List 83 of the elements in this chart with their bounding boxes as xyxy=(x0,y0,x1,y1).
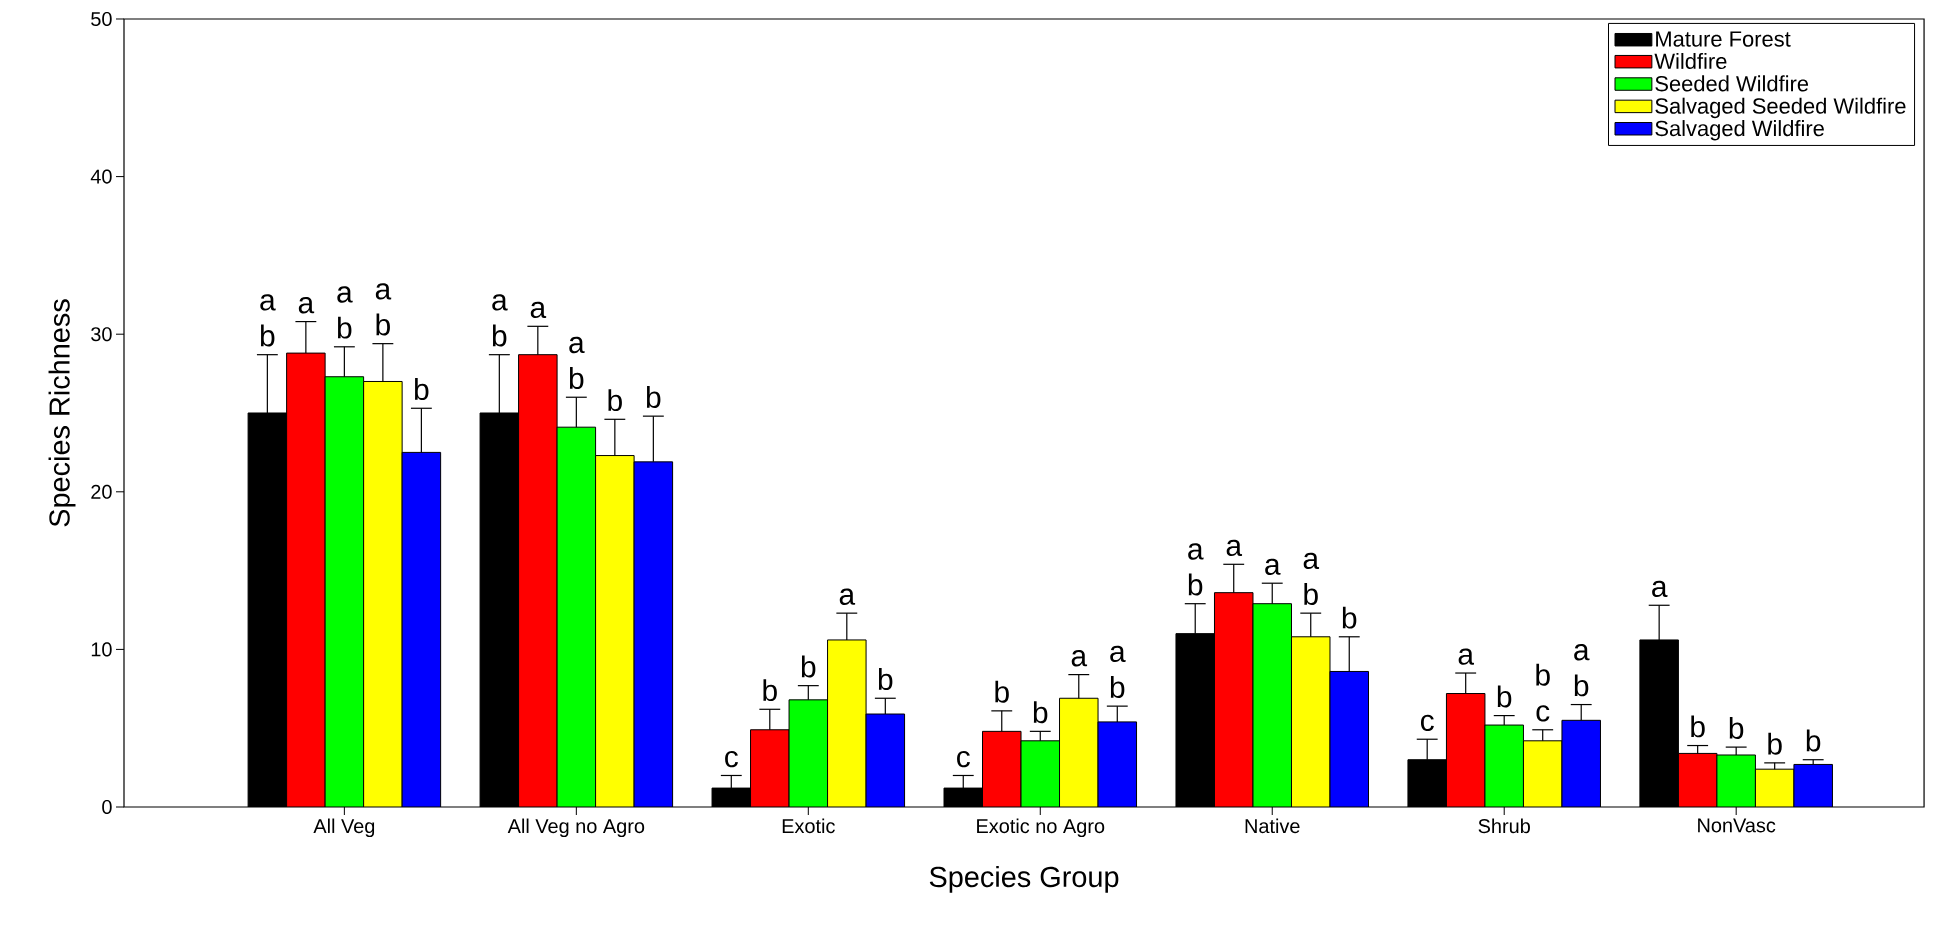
bar xyxy=(1214,592,1253,807)
data-label: a xyxy=(1652,580,1668,598)
bar xyxy=(325,376,364,807)
data-label: a xyxy=(1071,650,1088,667)
bar xyxy=(866,714,905,807)
bar xyxy=(1098,721,1137,807)
data-label: b xyxy=(995,680,1009,703)
y-tick-label: 30 xyxy=(91,327,112,342)
x-tick-label: Shrub xyxy=(1478,818,1530,834)
legend-label: Salvaged Wildfire xyxy=(1655,120,1824,141)
data-label: a b xyxy=(375,283,392,336)
data-label: b xyxy=(1806,729,1821,752)
data-label: a xyxy=(1265,558,1281,576)
bar xyxy=(1330,671,1369,807)
data-label: c xyxy=(1420,714,1434,732)
x-tick-label: All Veg xyxy=(313,818,375,838)
data-label: b xyxy=(1691,715,1705,738)
data-label: b xyxy=(1342,606,1357,629)
bar xyxy=(1523,740,1562,807)
data-label: a xyxy=(530,301,547,319)
bar xyxy=(789,699,828,807)
data-label: a xyxy=(839,588,856,605)
legend-label: Salvaged Seeded Wildfire xyxy=(1655,97,1906,119)
data-label: b c xyxy=(1536,663,1550,722)
bar xyxy=(1561,720,1601,807)
y-axis-title: Species Richness xyxy=(48,299,76,527)
x-tick-label: All Veg no Agro xyxy=(507,818,645,838)
bar xyxy=(557,427,596,807)
bar xyxy=(1793,763,1833,807)
legend-label: Seeded Wildfire xyxy=(1655,75,1809,92)
x-axis-title: Species Group xyxy=(929,865,1119,893)
bar xyxy=(1252,603,1292,807)
data-label: b xyxy=(646,386,661,408)
bar xyxy=(1059,698,1099,807)
bar xyxy=(1484,725,1524,807)
bar xyxy=(595,455,635,807)
y-tick-label: 0 xyxy=(102,799,112,815)
bar xyxy=(634,461,673,807)
data-label: b xyxy=(1729,716,1744,739)
data-label: a xyxy=(1226,539,1243,557)
data-label: c xyxy=(725,750,738,768)
bar xyxy=(827,639,867,807)
data-label: a b xyxy=(1303,552,1320,605)
bar xyxy=(402,452,441,807)
data-label: a b xyxy=(492,294,508,347)
x-tick-label: Native xyxy=(1245,818,1300,834)
bar xyxy=(1677,752,1718,807)
bar xyxy=(1291,636,1330,807)
data-label: a xyxy=(298,297,315,314)
data-label: a xyxy=(1458,648,1475,665)
data-label: a b xyxy=(1574,644,1590,697)
data-label: a b xyxy=(1188,543,1204,596)
data-label: a b xyxy=(337,286,353,339)
bar xyxy=(286,353,326,807)
legend-label: Mature Forest xyxy=(1656,31,1791,47)
x-tick-label: NonVasc xyxy=(1698,818,1776,833)
x-tick-label: Exotic xyxy=(782,818,835,834)
bar xyxy=(1446,693,1485,807)
data-label: a b xyxy=(260,294,276,347)
bar xyxy=(518,354,558,807)
data-label: a b xyxy=(569,336,585,390)
y-tick-label: 40 xyxy=(90,169,112,184)
bar xyxy=(1021,740,1060,807)
data-label: b xyxy=(801,655,816,678)
data-label: b xyxy=(878,668,893,691)
data-label: b xyxy=(763,679,777,702)
data-label: b xyxy=(1497,685,1512,708)
x-tick-label: Exotic no Agro xyxy=(977,818,1105,838)
data-label: b xyxy=(608,389,622,412)
bar xyxy=(1716,754,1756,807)
data-label: a b xyxy=(1110,645,1126,698)
y-tick-label: 20 xyxy=(91,484,112,499)
y-tick-label: 10 xyxy=(91,642,112,657)
bar xyxy=(982,731,1022,807)
bar xyxy=(363,381,403,807)
y-tick-label: 50 xyxy=(91,11,112,27)
data-label: b xyxy=(1768,732,1782,755)
data-label: c xyxy=(957,750,970,768)
bar xyxy=(750,729,790,807)
bar xyxy=(1754,768,1795,807)
data-label: b xyxy=(414,378,429,401)
data-label: b xyxy=(1033,701,1048,724)
legend-label: Wildfire xyxy=(1654,52,1727,70)
